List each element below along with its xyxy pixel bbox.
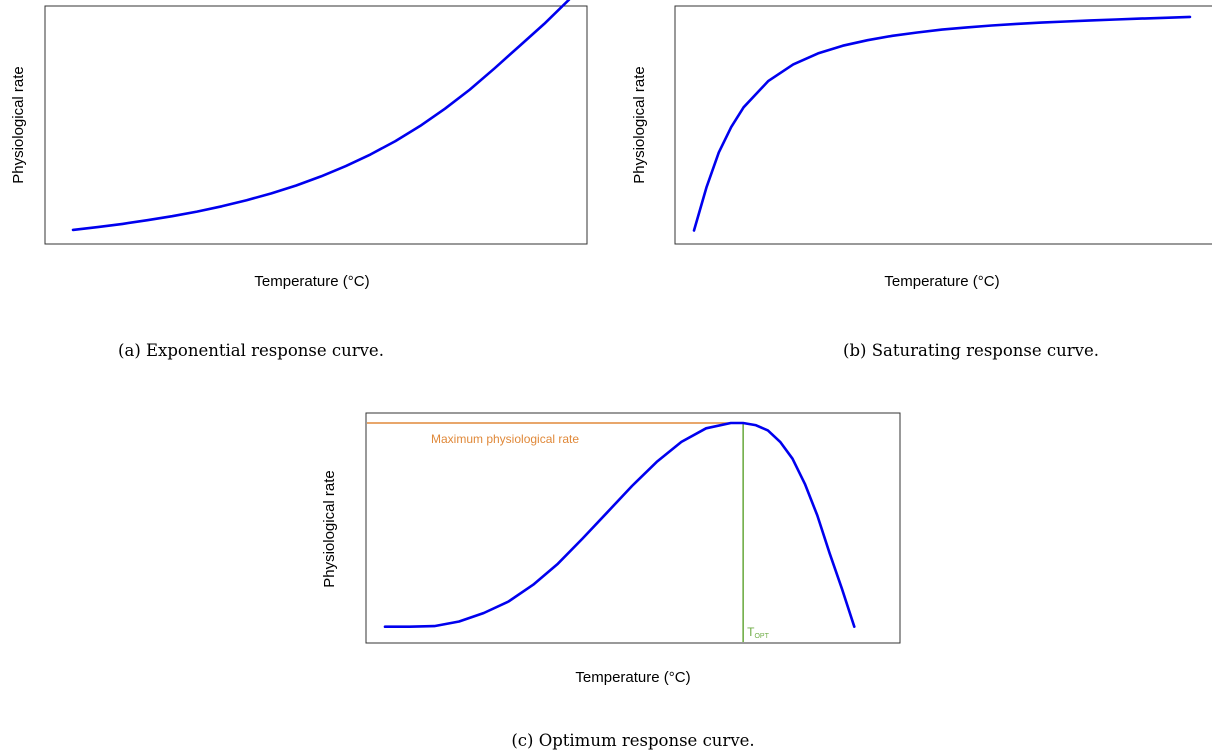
topt-label: TOPT (747, 625, 769, 640)
topt-label-main: T (747, 625, 755, 639)
panel-c: Maximum physiological rate TOPT Temperat… (321, 412, 901, 750)
panel-a-plot-frame (44, 5, 588, 245)
panel-c-curve (383, 421, 856, 629)
panel-c-xlabel: Temperature (°C) (575, 669, 690, 686)
panel-b-xlabel: Temperature (°C) (884, 273, 999, 290)
topt-label-subscript: OPT (754, 633, 769, 640)
panel-b-ylabel: Physiological rate (631, 66, 648, 184)
panel-b-plot-frame (674, 5, 1212, 245)
panel-b-caption: (b) Saturating response curve. (843, 341, 1099, 360)
panel-a: Temperature (°C) Physiological rate (a) … (10, 0, 588, 360)
panel-c-plot-frame (365, 412, 901, 644)
panel-b-curve (692, 15, 1192, 232)
max-rate-label: Maximum physiological rate (431, 432, 579, 446)
panel-a-curve (71, 0, 571, 232)
panel-c-caption: (c) Optimum response curve. (511, 731, 754, 750)
panel-c-ylabel: Physiological rate (321, 470, 338, 588)
panel-a-ylabel: Physiological rate (10, 66, 27, 184)
panel-b: Temperature (°C) Physiological rate (b) … (631, 5, 1212, 360)
panel-a-xlabel: Temperature (°C) (254, 273, 369, 290)
panel-a-caption: (a) Exponential response curve. (118, 341, 384, 360)
